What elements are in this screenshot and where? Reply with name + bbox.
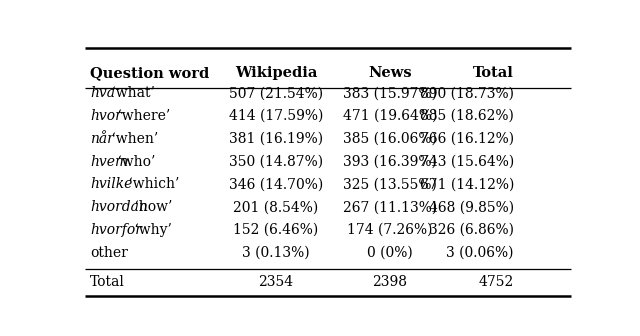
Text: 381 (16.19%): 381 (16.19%) <box>229 132 323 146</box>
Text: 174 (7.26%): 174 (7.26%) <box>348 223 433 237</box>
Text: hvilke: hvilke <box>90 177 132 192</box>
Text: hva: hva <box>90 86 115 100</box>
Text: 4752: 4752 <box>479 275 514 289</box>
Text: 743 (15.64%): 743 (15.64%) <box>420 155 514 169</box>
Text: 766 (16.12%): 766 (16.12%) <box>420 132 514 146</box>
Text: ‘what’: ‘what’ <box>107 86 155 100</box>
Text: 890 (18.73%): 890 (18.73%) <box>420 86 514 100</box>
Text: 152 (6.46%): 152 (6.46%) <box>234 223 319 237</box>
Text: 385 (16.06%): 385 (16.06%) <box>343 132 437 146</box>
Text: hvor: hvor <box>90 109 122 123</box>
Text: 0 (0%): 0 (0%) <box>367 246 413 260</box>
Text: 671 (14.12%): 671 (14.12%) <box>420 177 514 192</box>
Text: ‘which’: ‘which’ <box>124 177 179 192</box>
Text: 507 (21.54%): 507 (21.54%) <box>229 86 323 100</box>
Text: 326 (6.86%): 326 (6.86%) <box>429 223 514 237</box>
Text: 471 (19.64%): 471 (19.64%) <box>343 109 437 123</box>
Text: ‘who’: ‘who’ <box>113 155 155 169</box>
Text: 885 (18.62%): 885 (18.62%) <box>420 109 514 123</box>
Text: ‘why’: ‘why’ <box>130 223 172 237</box>
Text: Total: Total <box>473 66 514 80</box>
Text: Question word: Question word <box>90 66 209 80</box>
Text: other: other <box>90 246 128 260</box>
Text: hvordan: hvordan <box>90 200 148 214</box>
Text: 3 (0.13%): 3 (0.13%) <box>242 246 310 260</box>
Text: 350 (14.87%): 350 (14.87%) <box>229 155 323 169</box>
Text: når: når <box>90 132 114 146</box>
Text: 468 (9.85%): 468 (9.85%) <box>429 200 514 214</box>
Text: hvorfor: hvorfor <box>90 223 142 237</box>
Text: News: News <box>368 66 412 80</box>
Text: 383 (15.97%): 383 (15.97%) <box>343 86 437 100</box>
Text: 267 (11.13%): 267 (11.13%) <box>343 200 437 214</box>
Text: 414 (17.59%): 414 (17.59%) <box>228 109 323 123</box>
Text: 2398: 2398 <box>372 275 408 289</box>
Text: 2354: 2354 <box>259 275 294 289</box>
Text: 201 (8.54%): 201 (8.54%) <box>234 200 319 214</box>
Text: 393 (16.39%): 393 (16.39%) <box>343 155 437 169</box>
Text: 325 (13.55%): 325 (13.55%) <box>343 177 437 192</box>
Text: 3 (0.06%): 3 (0.06%) <box>447 246 514 260</box>
Text: Wikipedia: Wikipedia <box>235 66 317 80</box>
Text: 346 (14.70%): 346 (14.70%) <box>228 177 323 192</box>
Text: ‘how’: ‘how’ <box>130 200 172 214</box>
Text: ‘when’: ‘when’ <box>107 132 158 146</box>
Text: hvem: hvem <box>90 155 128 169</box>
Text: ‘where’: ‘where’ <box>113 109 170 123</box>
Text: Total: Total <box>90 275 125 289</box>
